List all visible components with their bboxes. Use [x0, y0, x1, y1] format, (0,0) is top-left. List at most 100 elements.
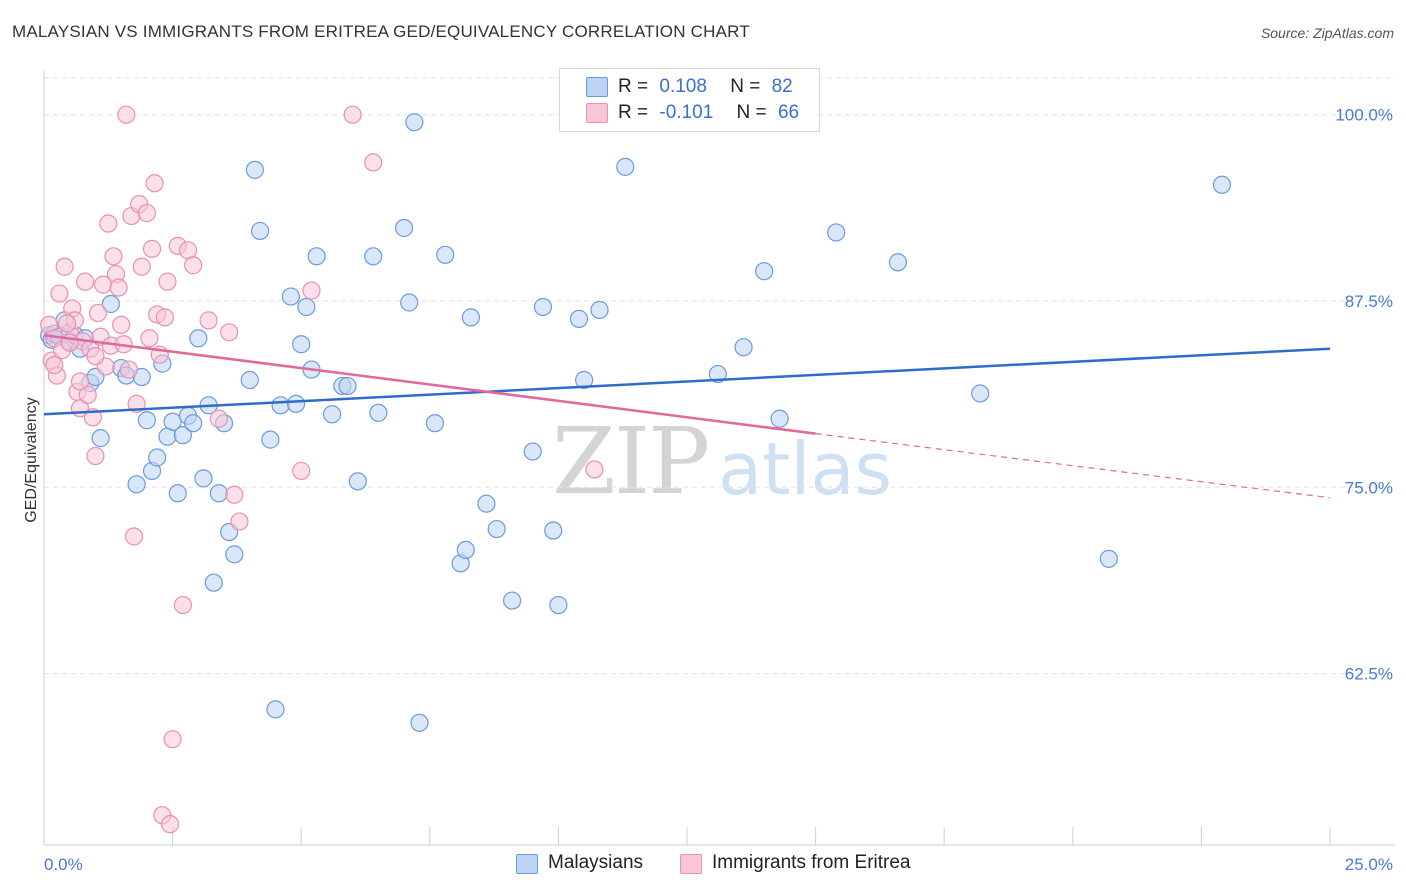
- malaysians-point: [292, 335, 311, 354]
- eritrea-point: [117, 105, 136, 124]
- stats-legend: R = 0.108 N = 82 R = -0.101 N = 66: [559, 68, 820, 132]
- legend-r2-label: R =: [618, 102, 649, 123]
- eritrea-point: [145, 174, 164, 193]
- eritrea-point: [155, 308, 174, 327]
- malaysians-point: [286, 394, 306, 413]
- malaysians-point: [189, 329, 208, 348]
- eritrea-point: [364, 153, 383, 172]
- legend-n2-value: 66: [777, 102, 800, 123]
- eritrea-point: [302, 281, 321, 300]
- bottom-legend-malaysians: Malaysians: [548, 852, 644, 873]
- y-tick-label: 62.5%: [1345, 665, 1393, 684]
- malaysians-point: [348, 472, 367, 491]
- malaysians-trend-line: [43, 347, 1331, 416]
- malaysians-point: [410, 713, 429, 732]
- bottom-legend-eritrea: Immigrants from Eritrea: [712, 852, 911, 873]
- bottom-legend-swatch-eritrea: [680, 854, 702, 874]
- eritrea-point: [86, 446, 105, 466]
- x-tick-label-max: 25.0%: [1345, 855, 1393, 874]
- malaysians-point: [307, 247, 326, 266]
- eritrea-point: [99, 214, 118, 233]
- y-tick-label: 87.5%: [1345, 292, 1393, 311]
- malaysians-point: [549, 595, 568, 615]
- eritrea-trend-extension: [815, 433, 1331, 499]
- x-tick-label-min: 0.0%: [44, 855, 83, 874]
- eritrea-point: [55, 257, 74, 276]
- malaysians-point: [338, 376, 357, 396]
- source-label: Source: ZipAtlas.com: [1260, 25, 1394, 41]
- malaysians-point: [436, 245, 455, 264]
- legend-r1-label: R =: [618, 76, 649, 97]
- malaysians-point: [888, 253, 908, 272]
- eritrea-point: [76, 272, 95, 291]
- eritrea-trend-line: [43, 334, 816, 435]
- malaysians-point: [477, 494, 496, 513]
- eritrea-point: [292, 461, 311, 481]
- malaysians-point: [137, 411, 156, 430]
- malaysians-point: [400, 293, 419, 312]
- malaysians-point: [364, 247, 383, 266]
- malaysians-point: [425, 414, 445, 433]
- legend-n1-label: N =: [730, 76, 761, 97]
- y-axis-label: GED/Equivalency: [23, 397, 40, 522]
- malaysians-point: [827, 223, 846, 242]
- malaysians-point: [91, 429, 110, 448]
- eritrea-point: [58, 314, 77, 333]
- malaysians-point: [405, 113, 424, 132]
- legend-n1-value: 82: [771, 76, 793, 97]
- malaysians-point: [281, 287, 301, 306]
- malaysians-point: [1099, 549, 1118, 568]
- malaysians-point: [261, 430, 280, 449]
- malaysians-point: [194, 469, 213, 488]
- y-tick-label: 100.0%: [1335, 106, 1393, 125]
- malaysians-point: [544, 521, 563, 540]
- malaysians-point: [266, 700, 285, 719]
- malaysians-point: [204, 573, 223, 592]
- eritrea-point: [158, 272, 177, 291]
- eritrea-point: [163, 730, 182, 749]
- malaysians-point: [456, 540, 475, 560]
- eritrea-point: [78, 385, 97, 405]
- eritrea-point: [119, 360, 138, 379]
- watermark-zip: ZIP: [552, 408, 710, 515]
- malaysians-point: [148, 448, 167, 467]
- eritrea-point: [230, 512, 249, 531]
- malaysians-point: [1212, 175, 1232, 194]
- eritrea-point: [104, 247, 123, 266]
- malaysians-point: [734, 338, 753, 357]
- eritrea-point: [124, 527, 144, 546]
- legend-text-1: R = 0.108 N = 82: [618, 76, 793, 98]
- malaysians-point: [503, 591, 522, 610]
- eritrea-point: [50, 284, 69, 303]
- malaysians-point: [971, 384, 990, 403]
- malaysians-point: [101, 294, 120, 314]
- legend-r1-value: 0.108: [659, 76, 707, 97]
- malaysians-point: [163, 412, 182, 431]
- malaysians-point: [184, 414, 203, 433]
- legend-r2-value: -0.101: [659, 102, 714, 123]
- eritrea-point: [220, 323, 239, 342]
- eritrea-point: [132, 257, 151, 276]
- eritrea-point: [160, 815, 180, 834]
- chart-title: MALAYSIAN VS IMMIGRANTS FROM ERITREA GED…: [12, 22, 750, 41]
- eritrea-point: [209, 409, 228, 428]
- malaysians-point: [616, 157, 635, 176]
- malaysians-point: [225, 545, 244, 564]
- malaysians-point: [590, 300, 609, 320]
- eritrea-point: [173, 595, 192, 615]
- eritrea-point: [199, 311, 218, 330]
- malaysians-point: [569, 309, 589, 328]
- eritrea-point: [112, 315, 131, 334]
- eritrea-point: [109, 278, 128, 297]
- malaysians-point: [250, 221, 270, 241]
- malaysians-point: [575, 370, 594, 390]
- eritrea-point: [86, 347, 105, 366]
- malaysians-point: [369, 403, 388, 422]
- legend-swatch-blue: [586, 77, 608, 97]
- eritrea-point: [140, 329, 159, 348]
- malaysians-point: [487, 519, 506, 539]
- eritrea-point: [225, 485, 244, 504]
- eritrea-point: [585, 460, 604, 479]
- legend-text-2: R = -0.101 N = 66: [618, 102, 799, 124]
